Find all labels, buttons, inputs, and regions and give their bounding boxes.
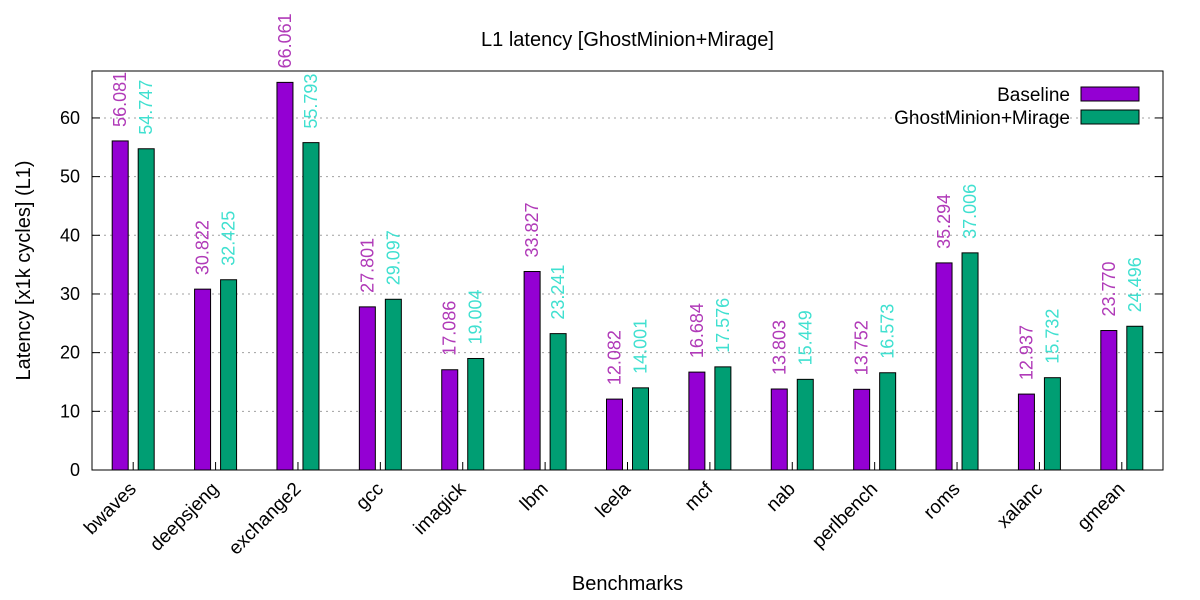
bar <box>302 142 320 471</box>
data-label: 27.801 <box>357 238 377 293</box>
legend-swatch <box>1080 109 1140 125</box>
y-axis-ticks: 0 10 20 30 40 50 60 <box>60 108 1163 480</box>
data-label: 37.006 <box>960 184 980 239</box>
y-tick-label: 0 <box>70 460 80 480</box>
data-label: 12.937 <box>1016 325 1036 380</box>
data-label: 32.425 <box>219 211 239 266</box>
data-label: 56.081 <box>110 72 130 127</box>
bar <box>1126 325 1144 471</box>
bar <box>137 148 155 471</box>
legend-label: GhostMinion+Mirage <box>894 108 1070 129</box>
bar <box>688 371 706 471</box>
x-tick-label: mcf <box>681 478 718 515</box>
data-label: 15.449 <box>795 310 815 365</box>
bar <box>796 378 814 471</box>
y-tick-label: 10 <box>60 401 80 421</box>
bar <box>961 252 979 471</box>
data-label: 23.770 <box>1099 261 1119 316</box>
data-label: 16.684 <box>687 303 707 358</box>
data-label: 16.573 <box>878 304 898 359</box>
x-tick-label: perlbench <box>808 479 882 553</box>
bar <box>935 262 953 471</box>
data-labels: 56.081 54.747 30.822 32.425 66.061 55.793 27.8… <box>110 13 1145 385</box>
x-axis-label: Benchmarks <box>572 573 683 595</box>
bar <box>714 366 732 471</box>
x-tick-label: leela <box>592 478 636 522</box>
x-tick-label: imagick <box>410 478 471 539</box>
x-tick-label: xalanc <box>993 479 1047 533</box>
data-label: 55.793 <box>301 74 321 129</box>
x-tick-label: gmean <box>1073 479 1129 535</box>
grid-lines <box>92 117 1163 412</box>
bar <box>467 357 485 471</box>
bars <box>111 81 1144 471</box>
x-axis-ticks: bwaves deepsjeng exchange2 gcc imagick lbm lee… <box>80 462 1129 559</box>
bar <box>441 369 459 471</box>
y-tick-label: 50 <box>60 167 80 187</box>
x-tick-label: exchange2 <box>225 479 306 560</box>
bar <box>194 288 212 471</box>
x-tick-label: nab <box>763 479 800 516</box>
data-label: 23.241 <box>548 265 568 320</box>
y-tick-label: 60 <box>60 108 80 128</box>
bar <box>358 306 376 471</box>
bar <box>276 81 294 471</box>
plot-frame <box>91 70 1164 471</box>
x-tick-label: gcc <box>352 479 388 515</box>
bar <box>879 372 897 471</box>
legend-label: Baseline <box>997 85 1070 106</box>
bar <box>853 388 871 471</box>
data-label: 33.827 <box>522 202 542 257</box>
bar <box>549 333 567 471</box>
bar <box>1043 377 1061 471</box>
bar <box>1100 330 1118 471</box>
y-tick-label: 20 <box>60 343 80 363</box>
data-label: 17.086 <box>440 301 460 356</box>
y-tick-label: 40 <box>60 225 80 245</box>
data-label: 30.822 <box>193 220 213 275</box>
y-tick-label: 30 <box>60 284 80 304</box>
data-label: 12.082 <box>605 330 625 385</box>
bar <box>384 298 402 471</box>
data-label: 35.294 <box>934 194 954 249</box>
data-label: 13.803 <box>769 320 789 375</box>
data-label: 15.732 <box>1042 309 1062 364</box>
bar <box>111 140 129 471</box>
x-tick-label: lbm <box>516 479 553 516</box>
bar <box>1017 393 1035 471</box>
bar <box>606 398 623 471</box>
bar <box>220 279 238 471</box>
data-label: 19.004 <box>466 289 486 344</box>
chart-title: L1 latency [GhostMinion+Mirage] <box>481 29 774 51</box>
data-label: 54.747 <box>136 80 156 135</box>
bar <box>523 271 541 471</box>
bar <box>632 387 649 471</box>
data-label: 66.061 <box>275 13 295 68</box>
data-label: 14.001 <box>631 319 651 374</box>
data-label: 29.097 <box>383 230 403 285</box>
y-axis-label: Latency [x1k cycles] (L1) <box>13 160 35 380</box>
x-tick-label: bwaves <box>80 479 140 539</box>
bar <box>770 388 788 471</box>
data-label: 17.576 <box>713 298 733 353</box>
legend-swatch <box>1080 86 1140 102</box>
x-tick-label: roms <box>920 479 965 524</box>
data-label: 24.496 <box>1125 257 1145 312</box>
data-label: 13.752 <box>852 320 872 375</box>
x-tick-label: deepsjeng <box>146 479 223 556</box>
